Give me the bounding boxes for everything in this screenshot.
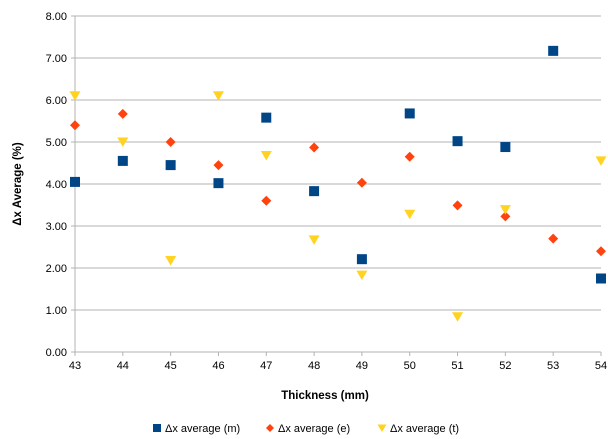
data-point — [595, 156, 607, 166]
legend-item: Δx average (t) — [377, 423, 459, 435]
data-point — [260, 150, 272, 161]
data-point — [309, 186, 320, 197]
series-square — [70, 45, 606, 284]
data-point — [212, 91, 224, 101]
data-point — [404, 209, 416, 220]
legend-marker — [266, 424, 274, 432]
data-point — [261, 112, 272, 123]
data-points — [69, 45, 607, 322]
x-tick-label: 49 — [356, 360, 368, 372]
x-tick-label: 48 — [308, 360, 320, 372]
data-point — [165, 137, 176, 147]
legend-item: Δx average (m) — [153, 423, 240, 435]
y-axis-ticks: 0.00 1.00 2.00 3.00 4.00 5.00 6.00 7.00 8.00 — [46, 11, 75, 359]
data-point — [117, 108, 128, 119]
data-point — [548, 45, 559, 56]
data-point — [165, 255, 177, 266]
data-point — [499, 205, 511, 215]
x-tick-label: 51 — [451, 360, 463, 372]
data-point — [500, 142, 511, 153]
data-point — [452, 312, 464, 322]
y-tick-label: 0.00 — [46, 347, 67, 359]
data-point — [213, 160, 224, 171]
data-point — [596, 273, 606, 284]
data-point — [117, 155, 128, 166]
y-tick-label: 8.00 — [46, 11, 67, 23]
data-point — [117, 137, 129, 147]
legend-label: Δx average (m) — [165, 423, 240, 435]
data-point — [452, 200, 463, 211]
data-point — [261, 195, 272, 206]
x-tick-label: 44 — [117, 360, 129, 372]
x-tick-label: 53 — [547, 360, 559, 372]
data-point — [165, 160, 176, 171]
legend: Δx average (m) Δx average (e) Δx average (… — [153, 423, 459, 435]
y-tick-label: 1.00 — [46, 305, 67, 317]
data-point — [596, 246, 606, 257]
data-point — [309, 142, 320, 153]
x-tick-label: 50 — [404, 360, 416, 372]
data-point — [69, 91, 81, 101]
y-tick-label: 3.00 — [46, 221, 67, 233]
data-point — [404, 108, 415, 119]
data-point — [356, 254, 367, 265]
series-triangle-down — [69, 91, 607, 322]
legend-label: Δx average (t) — [390, 423, 459, 435]
data-point — [548, 233, 559, 244]
y-tick-label: 7.00 — [46, 53, 67, 65]
x-axis-ticks: 43 44 45 46 47 48 49 50 51 52 53 54 — [69, 352, 607, 372]
legend-label: Δx average (e) — [278, 423, 350, 435]
data-point — [500, 211, 511, 222]
legend-marker — [377, 424, 387, 432]
data-point — [70, 120, 80, 131]
data-point — [404, 151, 415, 162]
y-tick-label: 4.00 — [46, 179, 67, 191]
data-point — [70, 176, 80, 187]
x-tick-label: 46 — [212, 360, 224, 372]
legend-item: Δx average (e) — [266, 423, 350, 435]
data-point — [308, 235, 320, 245]
x-tick-label: 45 — [165, 360, 177, 372]
gridlines — [75, 15, 601, 353]
data-point — [452, 136, 463, 147]
y-tick-label: 6.00 — [46, 95, 67, 107]
series-diamond — [70, 108, 606, 257]
x-tick-label: 43 — [69, 360, 81, 372]
data-point — [213, 178, 224, 189]
x-tick-label: 47 — [260, 360, 272, 372]
x-axis-title: Thickness (mm) — [281, 390, 369, 402]
y-axis-title: Δx Average (%) — [12, 142, 24, 226]
legend-marker — [153, 424, 161, 432]
x-tick-label: 52 — [499, 360, 511, 372]
y-tick-label: 2.00 — [46, 263, 67, 275]
data-point — [356, 270, 368, 281]
x-tick-label: 54 — [595, 360, 607, 372]
data-point — [356, 177, 367, 188]
y-tick-label: 5.00 — [46, 137, 67, 149]
